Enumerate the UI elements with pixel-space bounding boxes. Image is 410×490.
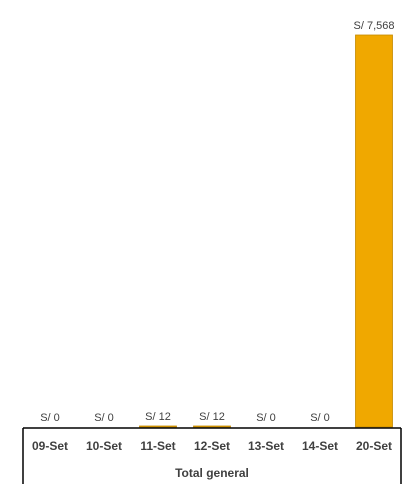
data-label-10-set: S/ 0 — [94, 412, 114, 424]
group-label: Total general — [175, 466, 249, 480]
data-label-11-set: S/ 12 — [145, 411, 171, 423]
bars-layer — [139, 34, 393, 428]
data-labels-layer: S/ 0 S/ 0 S/ 12 S/ 12 S/ 0 S/ 0 S/ 7,568 — [40, 20, 394, 424]
tick-label-20-set: 20-Set — [356, 439, 392, 453]
tick-label-11-set: 11-Set — [140, 439, 175, 453]
tick-label-14-set: 14-Set — [302, 439, 338, 453]
tick-label-13-set: 13-Set — [248, 439, 284, 453]
category-axis: 09-Set 10-Set 11-Set 12-Set 13-Set 14-Set 20-S… — [22, 427, 402, 484]
bar-11-set — [139, 425, 177, 428]
data-label-09-set: S/ 0 — [40, 412, 60, 424]
tick-label-09-set: 09-Set — [32, 439, 68, 453]
data-label-12-set: S/ 12 — [199, 411, 225, 423]
data-label-20-set: S/ 7,568 — [354, 20, 395, 32]
tick-label-12-set: 12-Set — [194, 439, 230, 453]
bar-20-set — [355, 34, 393, 428]
bar-12-set — [193, 425, 231, 428]
data-label-13-set: S/ 0 — [256, 412, 276, 424]
tick-labels-layer: 09-Set 10-Set 11-Set 12-Set 13-Set 14-Set 20-S… — [32, 439, 392, 453]
data-label-14-set: S/ 0 — [310, 412, 330, 424]
tick-label-10-set: 10-Set — [86, 439, 122, 453]
